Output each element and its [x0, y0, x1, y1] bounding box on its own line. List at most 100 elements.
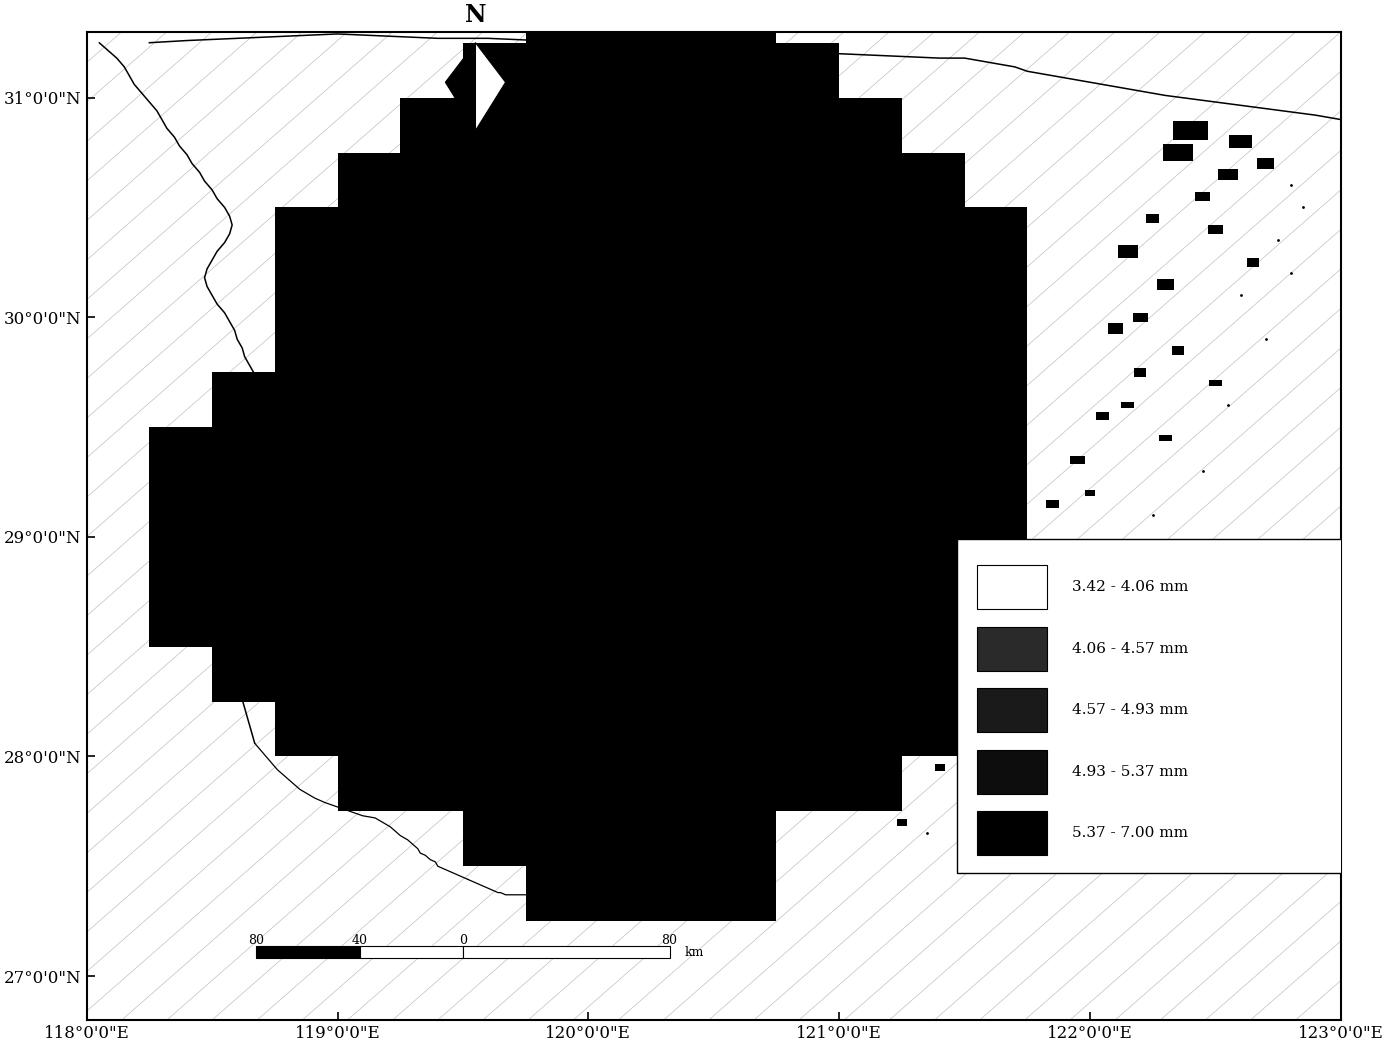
Bar [1035, 599, 1045, 606]
Bar [526, 866, 589, 922]
Bar [526, 482, 589, 537]
Bar [651, 207, 713, 263]
Bar [713, 592, 776, 646]
Bar [713, 537, 776, 592]
Bar [400, 97, 464, 153]
Bar [150, 427, 212, 482]
Bar [526, 756, 589, 812]
Bar [651, 866, 713, 922]
Bar [526, 537, 589, 592]
Text: 4.57 - 4.93 mm: 4.57 - 4.93 mm [1073, 703, 1188, 718]
Text: 40: 40 [351, 934, 368, 948]
Bar [464, 43, 526, 97]
Bar [713, 153, 776, 207]
Bar [589, 0, 651, 43]
Bar [1230, 135, 1252, 149]
Bar [651, 756, 713, 812]
Text: 3.42 - 4.06 mm: 3.42 - 4.06 mm [1073, 581, 1190, 594]
Bar [713, 97, 776, 153]
Bar [840, 592, 902, 646]
Bar [840, 372, 902, 427]
Bar [1085, 490, 1095, 496]
Bar [965, 372, 1027, 427]
Bar [1108, 323, 1123, 334]
Bar [965, 263, 1027, 317]
Bar [526, 207, 589, 263]
Bar [1133, 313, 1148, 321]
Bar [840, 153, 902, 207]
Bar [776, 43, 840, 97]
Bar [840, 317, 902, 372]
Bar [776, 646, 840, 702]
Bar [526, 317, 589, 372]
Bar [977, 627, 1048, 670]
Bar [464, 592, 526, 646]
Bar [275, 702, 337, 756]
Bar [1009, 555, 1022, 562]
Bar [275, 427, 337, 482]
Bar [400, 263, 464, 317]
Bar [589, 263, 651, 317]
Bar [275, 537, 337, 592]
Bar [1246, 258, 1259, 267]
Bar [337, 646, 400, 702]
Text: 80: 80 [248, 934, 264, 948]
Text: 4.93 - 5.37 mm: 4.93 - 5.37 mm [1073, 765, 1188, 779]
Bar [713, 0, 776, 43]
Bar [400, 646, 464, 702]
Bar [902, 592, 965, 646]
Bar [840, 97, 902, 153]
Bar [589, 317, 651, 372]
Bar [464, 537, 526, 592]
Bar [776, 153, 840, 207]
Polygon shape [446, 43, 476, 131]
Bar [400, 702, 464, 756]
Bar [1219, 169, 1238, 180]
Bar [977, 566, 1048, 610]
Bar [275, 263, 337, 317]
Bar [337, 592, 400, 646]
Bar [1117, 245, 1138, 258]
Bar [997, 655, 1008, 661]
Bar [212, 537, 275, 592]
Bar [958, 539, 1388, 872]
Bar [150, 537, 212, 592]
Bar [337, 756, 400, 812]
Bar [965, 317, 1027, 372]
Bar [651, 372, 713, 427]
Bar [1159, 435, 1171, 441]
Bar [977, 750, 1048, 794]
Bar [713, 646, 776, 702]
Bar [840, 482, 902, 537]
Bar [840, 537, 902, 592]
Bar [589, 537, 651, 592]
Bar [651, 812, 713, 866]
Bar [526, 0, 589, 43]
Bar [902, 263, 965, 317]
Bar [526, 153, 589, 207]
Bar [337, 427, 400, 482]
Bar [651, 646, 713, 702]
Bar [902, 317, 965, 372]
Bar [977, 688, 1048, 732]
Bar [337, 702, 400, 756]
Text: N: N [465, 3, 486, 27]
Bar [651, 702, 713, 756]
Bar [400, 207, 464, 263]
Bar [1097, 412, 1109, 420]
Bar [337, 153, 400, 207]
Bar [965, 537, 1027, 592]
Bar [776, 207, 840, 263]
Bar [713, 207, 776, 263]
Bar [902, 207, 965, 263]
Bar [1047, 500, 1059, 508]
Bar [902, 702, 965, 756]
Bar [1171, 346, 1184, 355]
Bar [776, 97, 840, 153]
Bar [212, 592, 275, 646]
Text: 0: 0 [459, 934, 466, 948]
Bar [902, 482, 965, 537]
Bar [464, 482, 526, 537]
Bar [275, 317, 337, 372]
Bar [902, 372, 965, 427]
